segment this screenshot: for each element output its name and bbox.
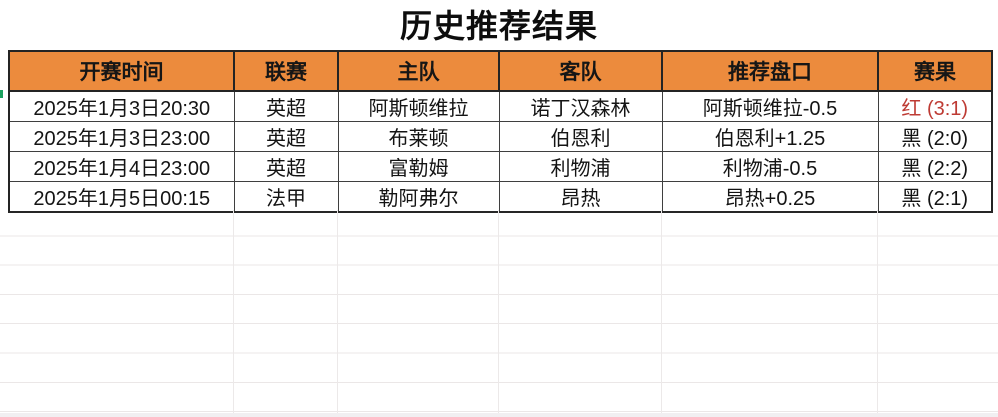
- gridline-vertical: [498, 209, 499, 413]
- cell-league[interactable]: 英超: [233, 90, 339, 122]
- cell-home[interactable]: 布莱顿: [337, 121, 500, 152]
- gridline-vertical: [337, 209, 338, 413]
- cell-time[interactable]: 2025年1月3日20:30: [8, 90, 235, 122]
- cell-handicap[interactable]: 伯恩利+1.25: [661, 121, 879, 152]
- empty-grid: [0, 206, 998, 413]
- column-header-result[interactable]: 赛果: [877, 50, 993, 92]
- cell-league[interactable]: 英超: [233, 121, 339, 152]
- cell-league[interactable]: 英超: [233, 151, 339, 182]
- table-row: 2025年1月3日20:30 英超 阿斯顿维拉 诺丁汉森林 阿斯顿维拉-0.5 红 (3:…: [8, 90, 993, 122]
- column-header-time[interactable]: 开赛时间: [8, 50, 235, 92]
- results-table: 开赛时间 联赛 主队 客队 推荐盘口 赛果 2025年1月3日20:30 英超 阿斯顿维拉 诺丁…: [8, 50, 993, 213]
- cell-time[interactable]: 2025年1月4日23:00: [8, 151, 235, 182]
- table-row: 2025年1月3日23:00 英超 布莱顿 伯恩利 伯恩利+1.25 黑 (2:0): [8, 121, 993, 152]
- column-header-handicap[interactable]: 推荐盘口: [661, 50, 879, 92]
- cell-result[interactable]: 黑 (2:2): [877, 151, 993, 182]
- column-header-away[interactable]: 客队: [498, 50, 663, 92]
- cell-away[interactable]: 利物浦: [498, 151, 663, 182]
- cell-handicap[interactable]: 利物浦-0.5: [661, 151, 879, 182]
- cell-away[interactable]: 诺丁汉森林: [498, 90, 663, 122]
- column-header-league[interactable]: 联赛: [233, 50, 339, 92]
- cell-away[interactable]: 伯恩利: [498, 121, 663, 152]
- gridline-vertical: [877, 209, 878, 413]
- cell-handicap[interactable]: 阿斯顿维拉-0.5: [661, 90, 879, 122]
- cell-result[interactable]: 红 (3:1): [877, 90, 993, 122]
- selection-edge-mark: [0, 90, 3, 98]
- page-title: 历史推荐结果: [399, 8, 598, 44]
- header-row: 开赛时间 联赛 主队 客队 推荐盘口 赛果: [8, 50, 993, 92]
- bottom-strip: [0, 412, 998, 417]
- column-header-home[interactable]: 主队: [337, 50, 500, 92]
- cell-result[interactable]: 黑 (2:0): [877, 121, 993, 152]
- table-row: 2025年1月4日23:00 英超 富勒姆 利物浦 利物浦-0.5 黑 (2:2): [8, 151, 993, 182]
- cell-time[interactable]: 2025年1月3日23:00: [8, 121, 235, 152]
- gridline-vertical: [233, 209, 234, 413]
- gridline-vertical: [661, 209, 662, 413]
- cell-home[interactable]: 阿斯顿维拉: [337, 90, 500, 122]
- cell-home[interactable]: 富勒姆: [337, 151, 500, 182]
